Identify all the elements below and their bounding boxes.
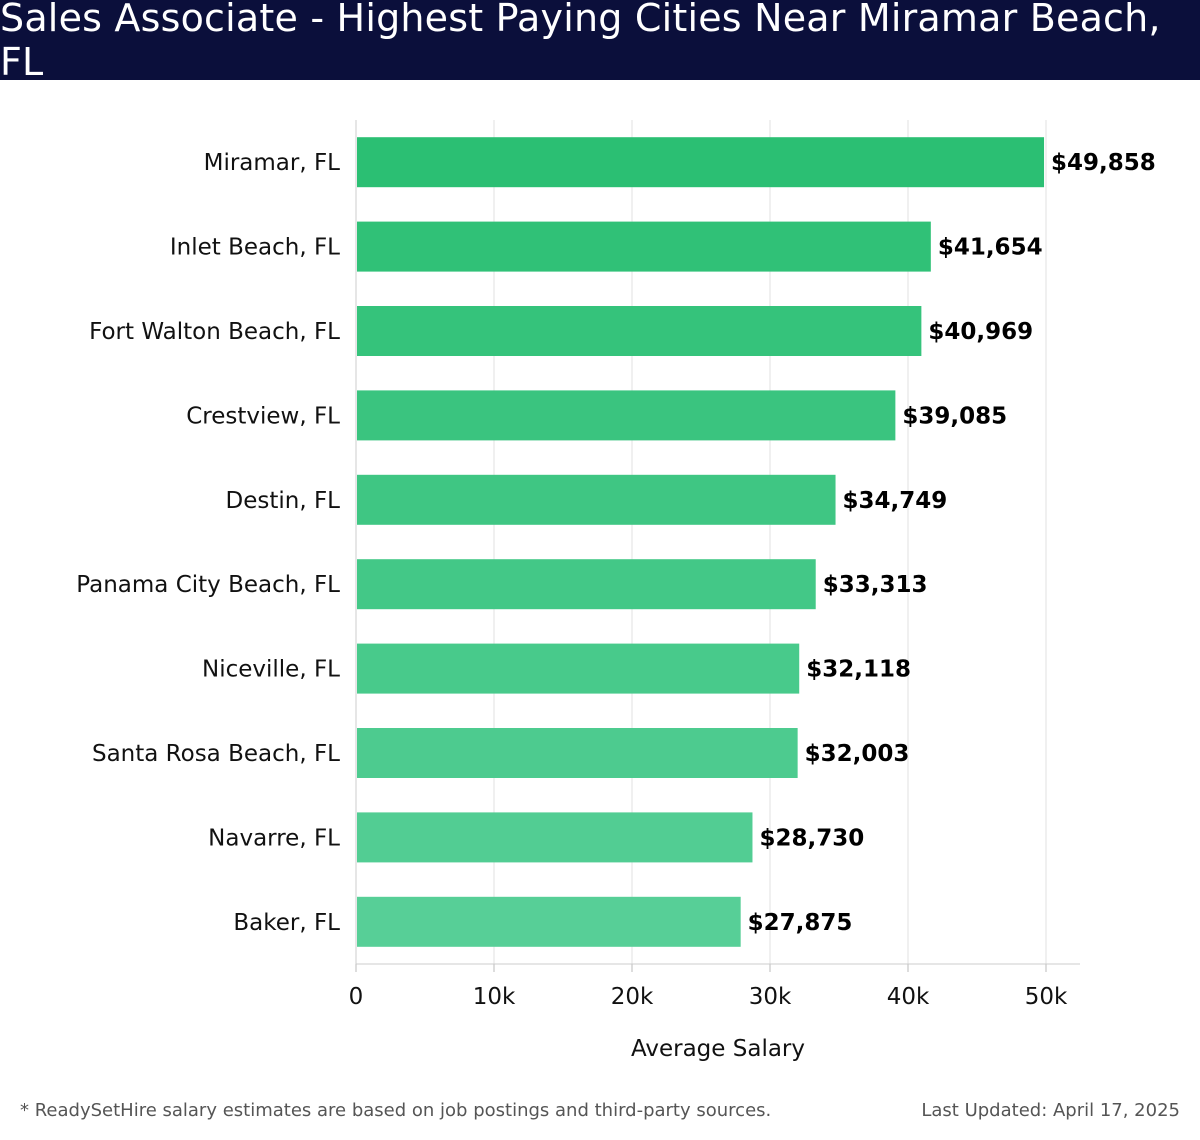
data-label: $32,003 [805, 741, 910, 767]
x-axis-label: Average Salary [631, 1036, 805, 1062]
data-label: $33,313 [823, 572, 928, 598]
x-tick-label: 30k [749, 984, 792, 1010]
y-tick-label: Destin, FL [226, 488, 341, 514]
y-tick-label: Fort Walton Beach, FL [89, 319, 340, 345]
bar [357, 137, 1045, 188]
bar [357, 559, 816, 610]
data-label: $40,969 [928, 319, 1033, 345]
bars [357, 137, 1045, 947]
y-tick-label: Inlet Beach, FL [170, 235, 340, 261]
y-tick-label: Niceville, FL [202, 657, 340, 683]
x-tick-label: 40k [887, 984, 930, 1010]
bar [357, 221, 931, 272]
x-tick-label: 10k [473, 984, 516, 1010]
y-tick-label: Crestview, FL [186, 403, 340, 429]
x-tick-label: 20k [611, 984, 654, 1010]
bar [357, 306, 922, 356]
data-label: $49,858 [1051, 150, 1156, 176]
data-label: $39,085 [902, 403, 1007, 429]
y-tick-label: Santa Rosa Beach, FL [92, 741, 340, 767]
labels: 0 10k 20k 30k 40k 50k Miramar, FL $49,858 Inlet … [76, 150, 1156, 1010]
data-label: $27,875 [748, 910, 853, 936]
last-updated: Last Updated: April 17, 2025 [921, 1100, 1180, 1121]
y-tick-label: Navarre, FL [208, 825, 340, 851]
footnote: * ReadySetHire salary estimates are base… [20, 1100, 772, 1121]
axes [355, 120, 1080, 972]
y-tick-label: Miramar, FL [204, 150, 341, 176]
data-label: $32,118 [806, 657, 911, 683]
chart-title-bar: Sales Associate - Highest Paying Cities … [0, 0, 1200, 84]
bar-chart: 0 10k 20k 30k 40k 50k Miramar, FL $49,858 Inlet … [76, 120, 1156, 1062]
x-tick-label: 50k [1025, 984, 1068, 1010]
bar [357, 643, 800, 694]
y-tick-label: Baker, FL [233, 910, 340, 936]
data-label: $34,749 [843, 488, 948, 514]
data-label: $28,730 [759, 825, 864, 851]
bar [357, 812, 753, 863]
bar [357, 896, 741, 947]
bar [357, 728, 798, 778]
chart-title: Sales Associate - Highest Paying Cities … [0, 0, 1161, 84]
x-tick-label: 0 [349, 984, 364, 1010]
y-tick-label: Panama City Beach, FL [76, 572, 340, 598]
bar [357, 474, 836, 525]
bar [357, 390, 896, 441]
data-label: $41,654 [938, 235, 1043, 261]
